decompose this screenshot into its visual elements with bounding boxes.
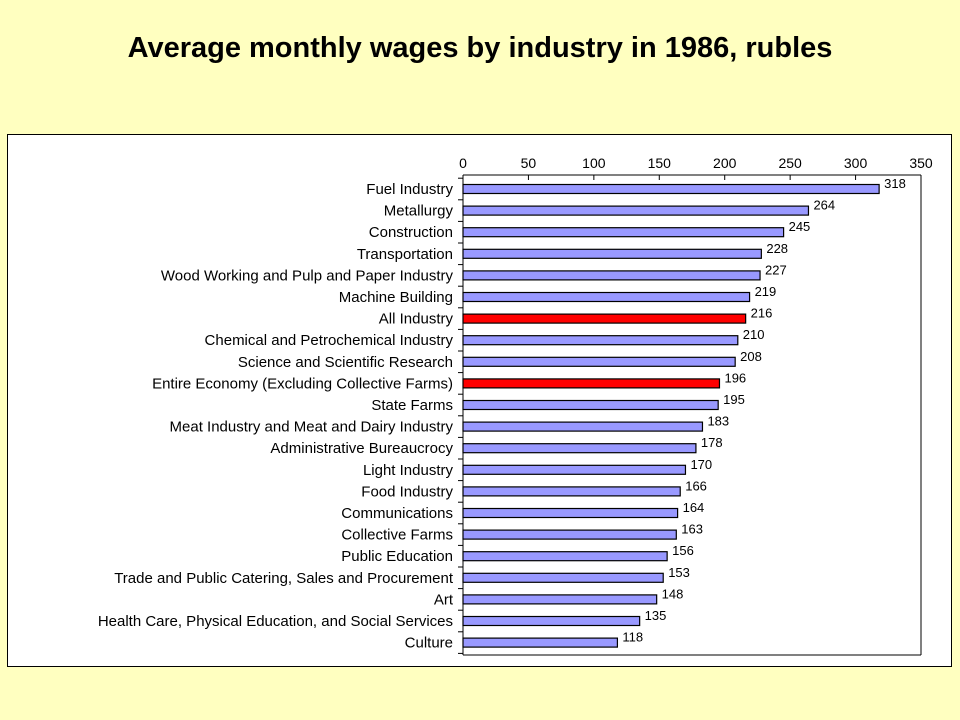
bar: [462, 507, 679, 519]
x-tick-label: 0: [459, 155, 467, 171]
bar: [462, 421, 704, 432]
bar: [462, 615, 641, 627]
data-label: 227: [765, 262, 787, 277]
chart-title: Average monthly wages by industry in 198…: [127, 32, 833, 64]
category-label: Fuel Industry: [366, 181, 453, 198]
data-label: 148: [662, 586, 684, 601]
category-label: All Industry: [379, 311, 454, 328]
x-tick-label: 200: [713, 155, 737, 171]
data-label: 195: [723, 392, 745, 407]
data-label: 228: [766, 241, 788, 256]
data-label: 264: [813, 198, 835, 213]
bar: [462, 486, 681, 497]
data-label: 208: [740, 349, 762, 364]
x-tick-label: 350: [909, 155, 933, 171]
bar: [462, 529, 677, 540]
data-label: 318: [884, 176, 906, 191]
category-label: Meat Industry and Meat and Dairy Industr…: [170, 419, 454, 436]
bar: [462, 205, 810, 216]
bar: [462, 594, 658, 605]
bar: [462, 356, 736, 367]
category-label: Collective Farms: [341, 527, 453, 544]
bar: [462, 270, 761, 281]
bar: [462, 572, 664, 583]
category-label: Communications: [341, 505, 453, 522]
data-label: 219: [755, 284, 777, 299]
data-label: 166: [685, 478, 707, 493]
x-tick-label: 250: [778, 155, 802, 171]
category-label: Light Industry: [363, 462, 454, 479]
category-label: Culture: [405, 635, 453, 652]
bar: [462, 637, 619, 648]
data-label: 210: [743, 327, 765, 342]
chart-panel: 0 50 100 150 200 250 300 350 Fuel Industry 318 Met…: [7, 134, 952, 667]
category-label: Administrative Bureaucrocy: [270, 440, 453, 457]
bar-chart: 0 50 100 150 200 250 300 350 Fuel Industry 318 Met…: [98, 155, 933, 656]
category-label: Art: [434, 591, 454, 608]
bar: [462, 227, 785, 238]
data-label: 135: [645, 608, 667, 623]
category-label: Machine Building: [339, 289, 453, 306]
category-label: Chemical and Petrochemical Industry: [205, 332, 454, 349]
category-label: Metallurgy: [384, 203, 454, 220]
data-label: 170: [690, 457, 712, 472]
category-label: Transportation: [357, 246, 453, 263]
bar: [462, 378, 721, 389]
data-label: 164: [683, 500, 705, 515]
data-label: 216: [751, 306, 773, 321]
data-label: 153: [668, 565, 690, 580]
x-tick-label: 50: [521, 155, 537, 171]
x-tick-label: 300: [844, 155, 868, 171]
category-label: Wood Working and Pulp and Paper Industry: [161, 267, 454, 284]
x-tick-label: 100: [582, 155, 606, 171]
bar: [462, 399, 719, 411]
bar: [462, 335, 739, 346]
data-label: 245: [789, 219, 811, 234]
bar: [462, 248, 762, 259]
bar: [462, 313, 747, 324]
category-label: State Farms: [371, 397, 453, 414]
category-label: Entire Economy (Excluding Collective Far…: [152, 375, 453, 392]
bar: [462, 291, 751, 303]
data-label: 156: [672, 543, 694, 558]
data-label: 118: [622, 630, 643, 645]
data-label: 183: [707, 414, 729, 429]
bar: [462, 183, 880, 195]
data-label: 178: [701, 435, 723, 450]
category-label: Food Industry: [361, 483, 453, 500]
category-label: Public Education: [341, 548, 453, 565]
data-label: 163: [681, 522, 703, 537]
bar: [462, 551, 668, 562]
bar: [462, 443, 697, 454]
bar: [462, 464, 687, 475]
category-label: Science and Scientific Research: [238, 354, 453, 371]
data-label: 196: [724, 370, 746, 385]
x-tick-label: 150: [648, 155, 672, 171]
category-label: Health Care, Physical Education, and Soc…: [98, 613, 453, 630]
category-label: Construction: [369, 224, 453, 241]
category-label: Trade and Public Catering, Sales and Pro…: [114, 570, 454, 587]
